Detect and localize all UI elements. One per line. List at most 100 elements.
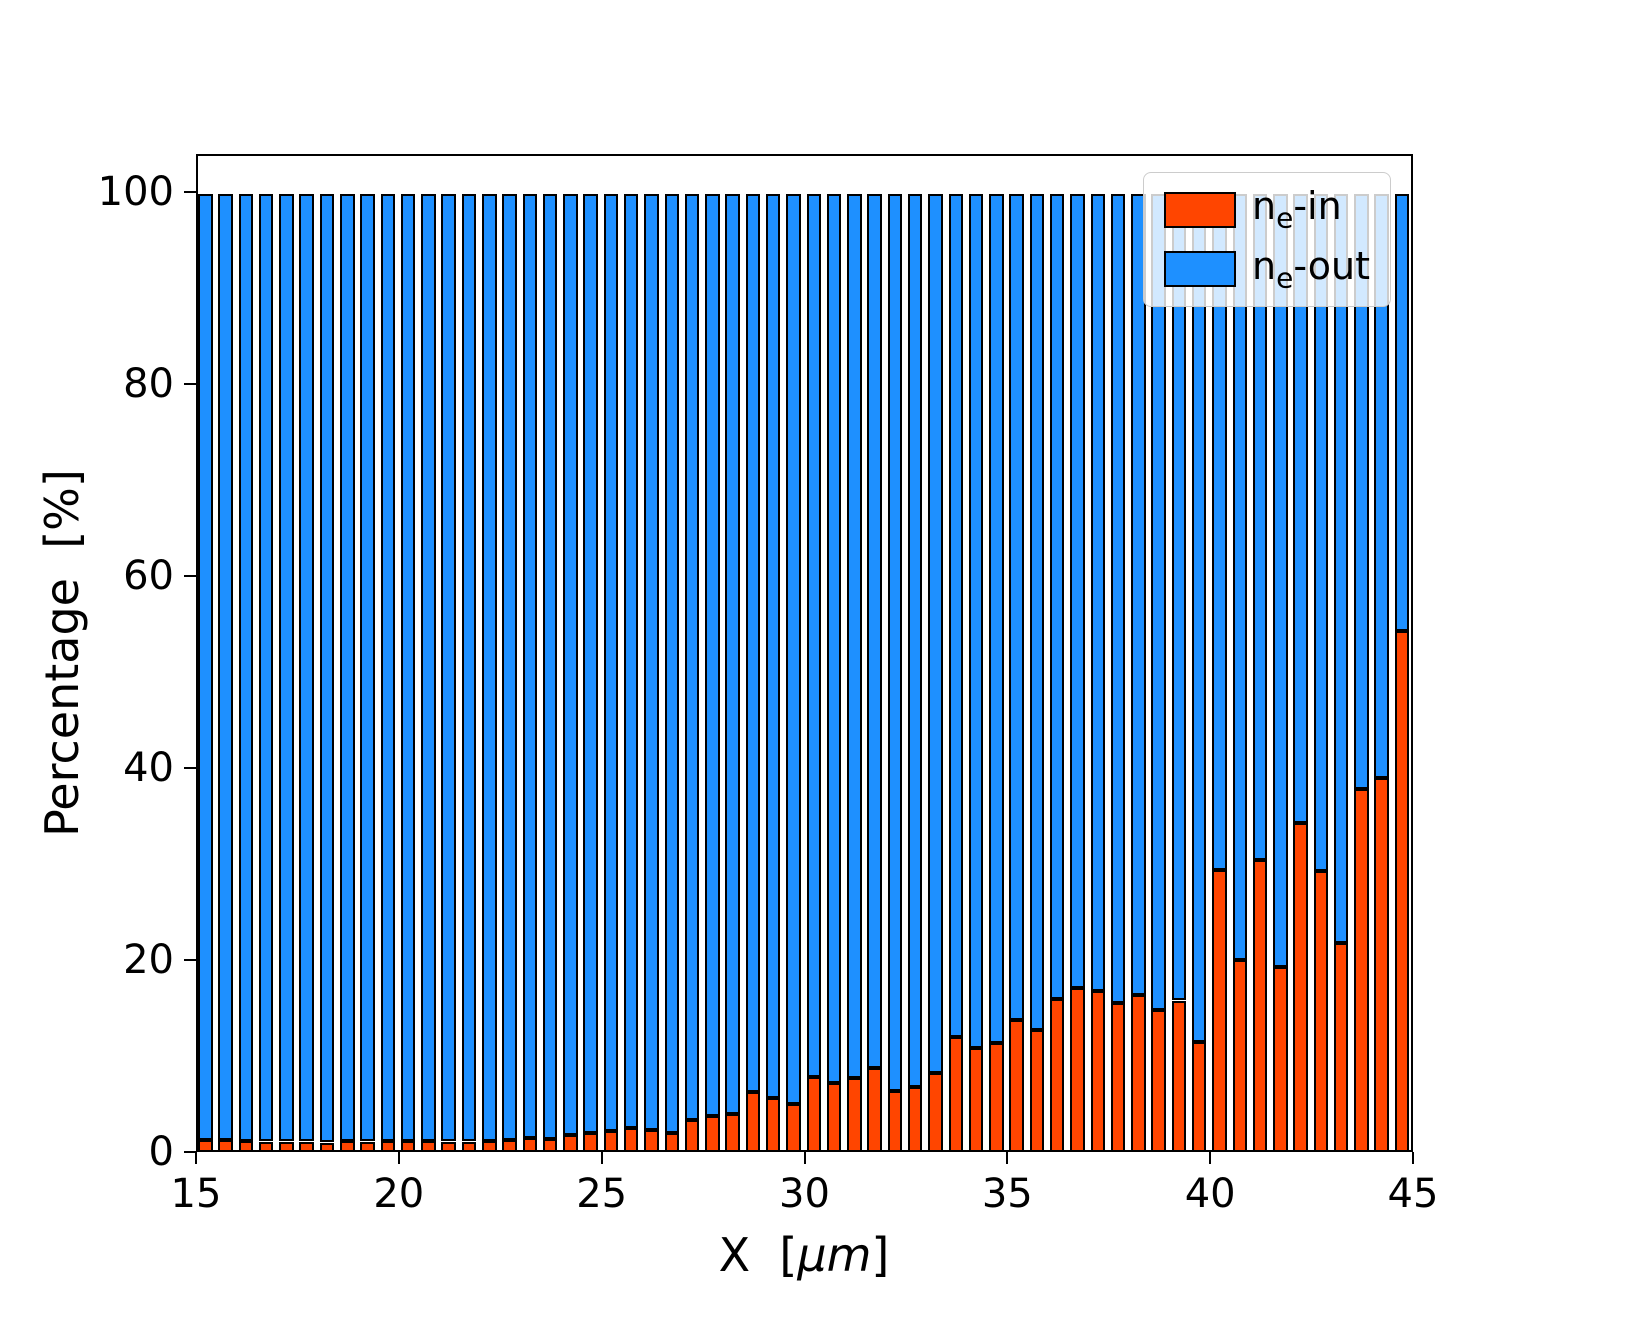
bar-segment-ne-out	[907, 194, 923, 1087]
bar-segment-ne-in	[948, 1036, 964, 1150]
bar-segment-ne-in	[867, 1067, 882, 1150]
x-tick-label: 45	[1387, 1171, 1439, 1217]
legend-item-ne-out: ne-out	[1164, 247, 1370, 293]
bar-segment-ne-in	[603, 1131, 619, 1150]
bar-segment-ne-in	[989, 1042, 1004, 1150]
bar-segment-ne-out	[725, 194, 740, 1114]
x-tick-mark	[600, 1152, 603, 1164]
bar-segment-ne-in	[1151, 1010, 1166, 1150]
bar-segment-ne-out	[786, 194, 801, 1105]
bar-segment-ne-in	[725, 1113, 740, 1150]
x-tick-mark	[195, 1152, 197, 1164]
bar-segment-ne-out	[644, 194, 659, 1130]
bar-segment-ne-out	[1009, 194, 1024, 1020]
bar-segment-ne-in	[198, 1139, 213, 1150]
bars-layer	[198, 156, 1411, 1150]
bar-segment-ne-in	[928, 1073, 943, 1150]
bar-segment-ne-out	[623, 194, 639, 1129]
bar-segment-ne-in	[887, 1090, 903, 1150]
bar-segment-ne-out	[887, 194, 903, 1091]
bar-segment-ne-in	[786, 1104, 801, 1150]
bar-segment-ne-out	[1394, 194, 1410, 631]
bar-segment-ne-in	[563, 1134, 578, 1150]
bar-segment-ne-out	[1090, 194, 1106, 991]
bar-segment-ne-in	[258, 1141, 274, 1150]
bar-segment-ne-in	[684, 1120, 700, 1150]
bar-segment-ne-out	[867, 194, 882, 1068]
bar-segment-ne-in	[400, 1140, 416, 1150]
bar-segment-ne-out	[1151, 194, 1166, 1011]
bar-segment-ne-out	[1049, 194, 1065, 999]
bar-segment-ne-in	[380, 1140, 396, 1150]
bar-segment-ne-in	[299, 1141, 314, 1150]
bar-segment-ne-in	[441, 1141, 456, 1150]
bar-segment-ne-in	[218, 1139, 233, 1150]
bar-segment-ne-out	[319, 194, 335, 1143]
bar-segment-ne-out	[705, 194, 720, 1116]
bar-segment-ne-out	[238, 194, 254, 1141]
legend-item-ne-in: ne-in	[1164, 187, 1370, 233]
y-tick-label: 100	[97, 169, 174, 216]
legend-label: ne-in	[1252, 184, 1342, 235]
bar-segment-ne-out	[198, 194, 213, 1140]
x-tick-mark	[397, 1152, 400, 1164]
bar-segment-ne-in	[705, 1115, 720, 1150]
bar-segment-ne-out	[299, 194, 314, 1142]
y-axis-label: Percentage [%]	[35, 469, 89, 837]
bar-segment-ne-out	[482, 194, 497, 1141]
y-tick-label: 0	[148, 1129, 174, 1175]
bar-segment-ne-out	[522, 194, 538, 1138]
bar-segment-ne-out	[421, 194, 436, 1141]
bar-segment-ne-in	[1171, 1000, 1187, 1150]
bar-segment-ne-in	[1232, 960, 1248, 1150]
legend-swatch	[1164, 251, 1237, 288]
bar-segment-ne-in	[1394, 631, 1410, 1150]
bar-segment-ne-out	[989, 194, 1004, 1043]
bar-segment-ne-in	[522, 1137, 538, 1150]
y-tick-mark	[184, 767, 196, 770]
bar-segment-ne-in	[968, 1048, 984, 1150]
x-tick-mark	[803, 1152, 806, 1164]
bar-segment-ne-in	[583, 1132, 598, 1150]
y-tick-label: 40	[123, 745, 174, 792]
bar-segment-ne-in	[1131, 994, 1146, 1150]
bar-segment-ne-out	[1070, 194, 1085, 988]
bar-segment-ne-in	[1293, 822, 1308, 1150]
bar-segment-ne-out	[664, 194, 680, 1133]
bar-segment-ne-out	[765, 194, 781, 1099]
x-tick-label: 30	[779, 1171, 830, 1217]
bar-segment-ne-out	[1131, 194, 1146, 995]
bar-segment-ne-out	[968, 194, 984, 1049]
y-tick-label: 60	[123, 553, 174, 600]
bar-segment-ne-in	[664, 1132, 680, 1150]
bar-segment-ne-out	[948, 194, 964, 1037]
x-tick-label: 35	[981, 1171, 1033, 1217]
legend-swatch	[1164, 191, 1237, 228]
bar-segment-ne-out	[279, 194, 294, 1142]
y-tick-mark	[184, 191, 196, 194]
y-tick-mark	[184, 959, 196, 962]
x-tick-label: 20	[373, 1171, 425, 1217]
bar-segment-ne-in	[1212, 870, 1227, 1150]
plot-area: ne-in ne-out	[196, 154, 1413, 1152]
bar-segment-ne-out	[218, 194, 233, 1140]
bar-segment-ne-in	[644, 1130, 659, 1150]
legend: ne-in ne-out	[1143, 172, 1391, 308]
bar-segment-ne-in	[1313, 870, 1329, 1150]
bar-segment-ne-out	[684, 194, 700, 1121]
bar-segment-ne-out	[583, 194, 598, 1133]
bar-segment-ne-in	[461, 1141, 477, 1150]
bar-segment-ne-in	[1110, 1003, 1126, 1150]
bar-segment-ne-in	[542, 1138, 558, 1150]
bar-segment-ne-in	[1191, 1041, 1207, 1150]
bar-segment-ne-in	[765, 1098, 781, 1150]
bar-segment-ne-in	[907, 1086, 923, 1150]
y-tick-mark	[184, 1151, 196, 1153]
x-tick-mark	[1006, 1152, 1009, 1164]
bar-segment-ne-out	[1029, 194, 1045, 1031]
bar-segment-ne-out	[502, 194, 517, 1140]
bar-segment-ne-in	[319, 1142, 335, 1150]
bar-segment-ne-out	[928, 194, 943, 1074]
bar-segment-ne-out	[1191, 194, 1207, 1042]
